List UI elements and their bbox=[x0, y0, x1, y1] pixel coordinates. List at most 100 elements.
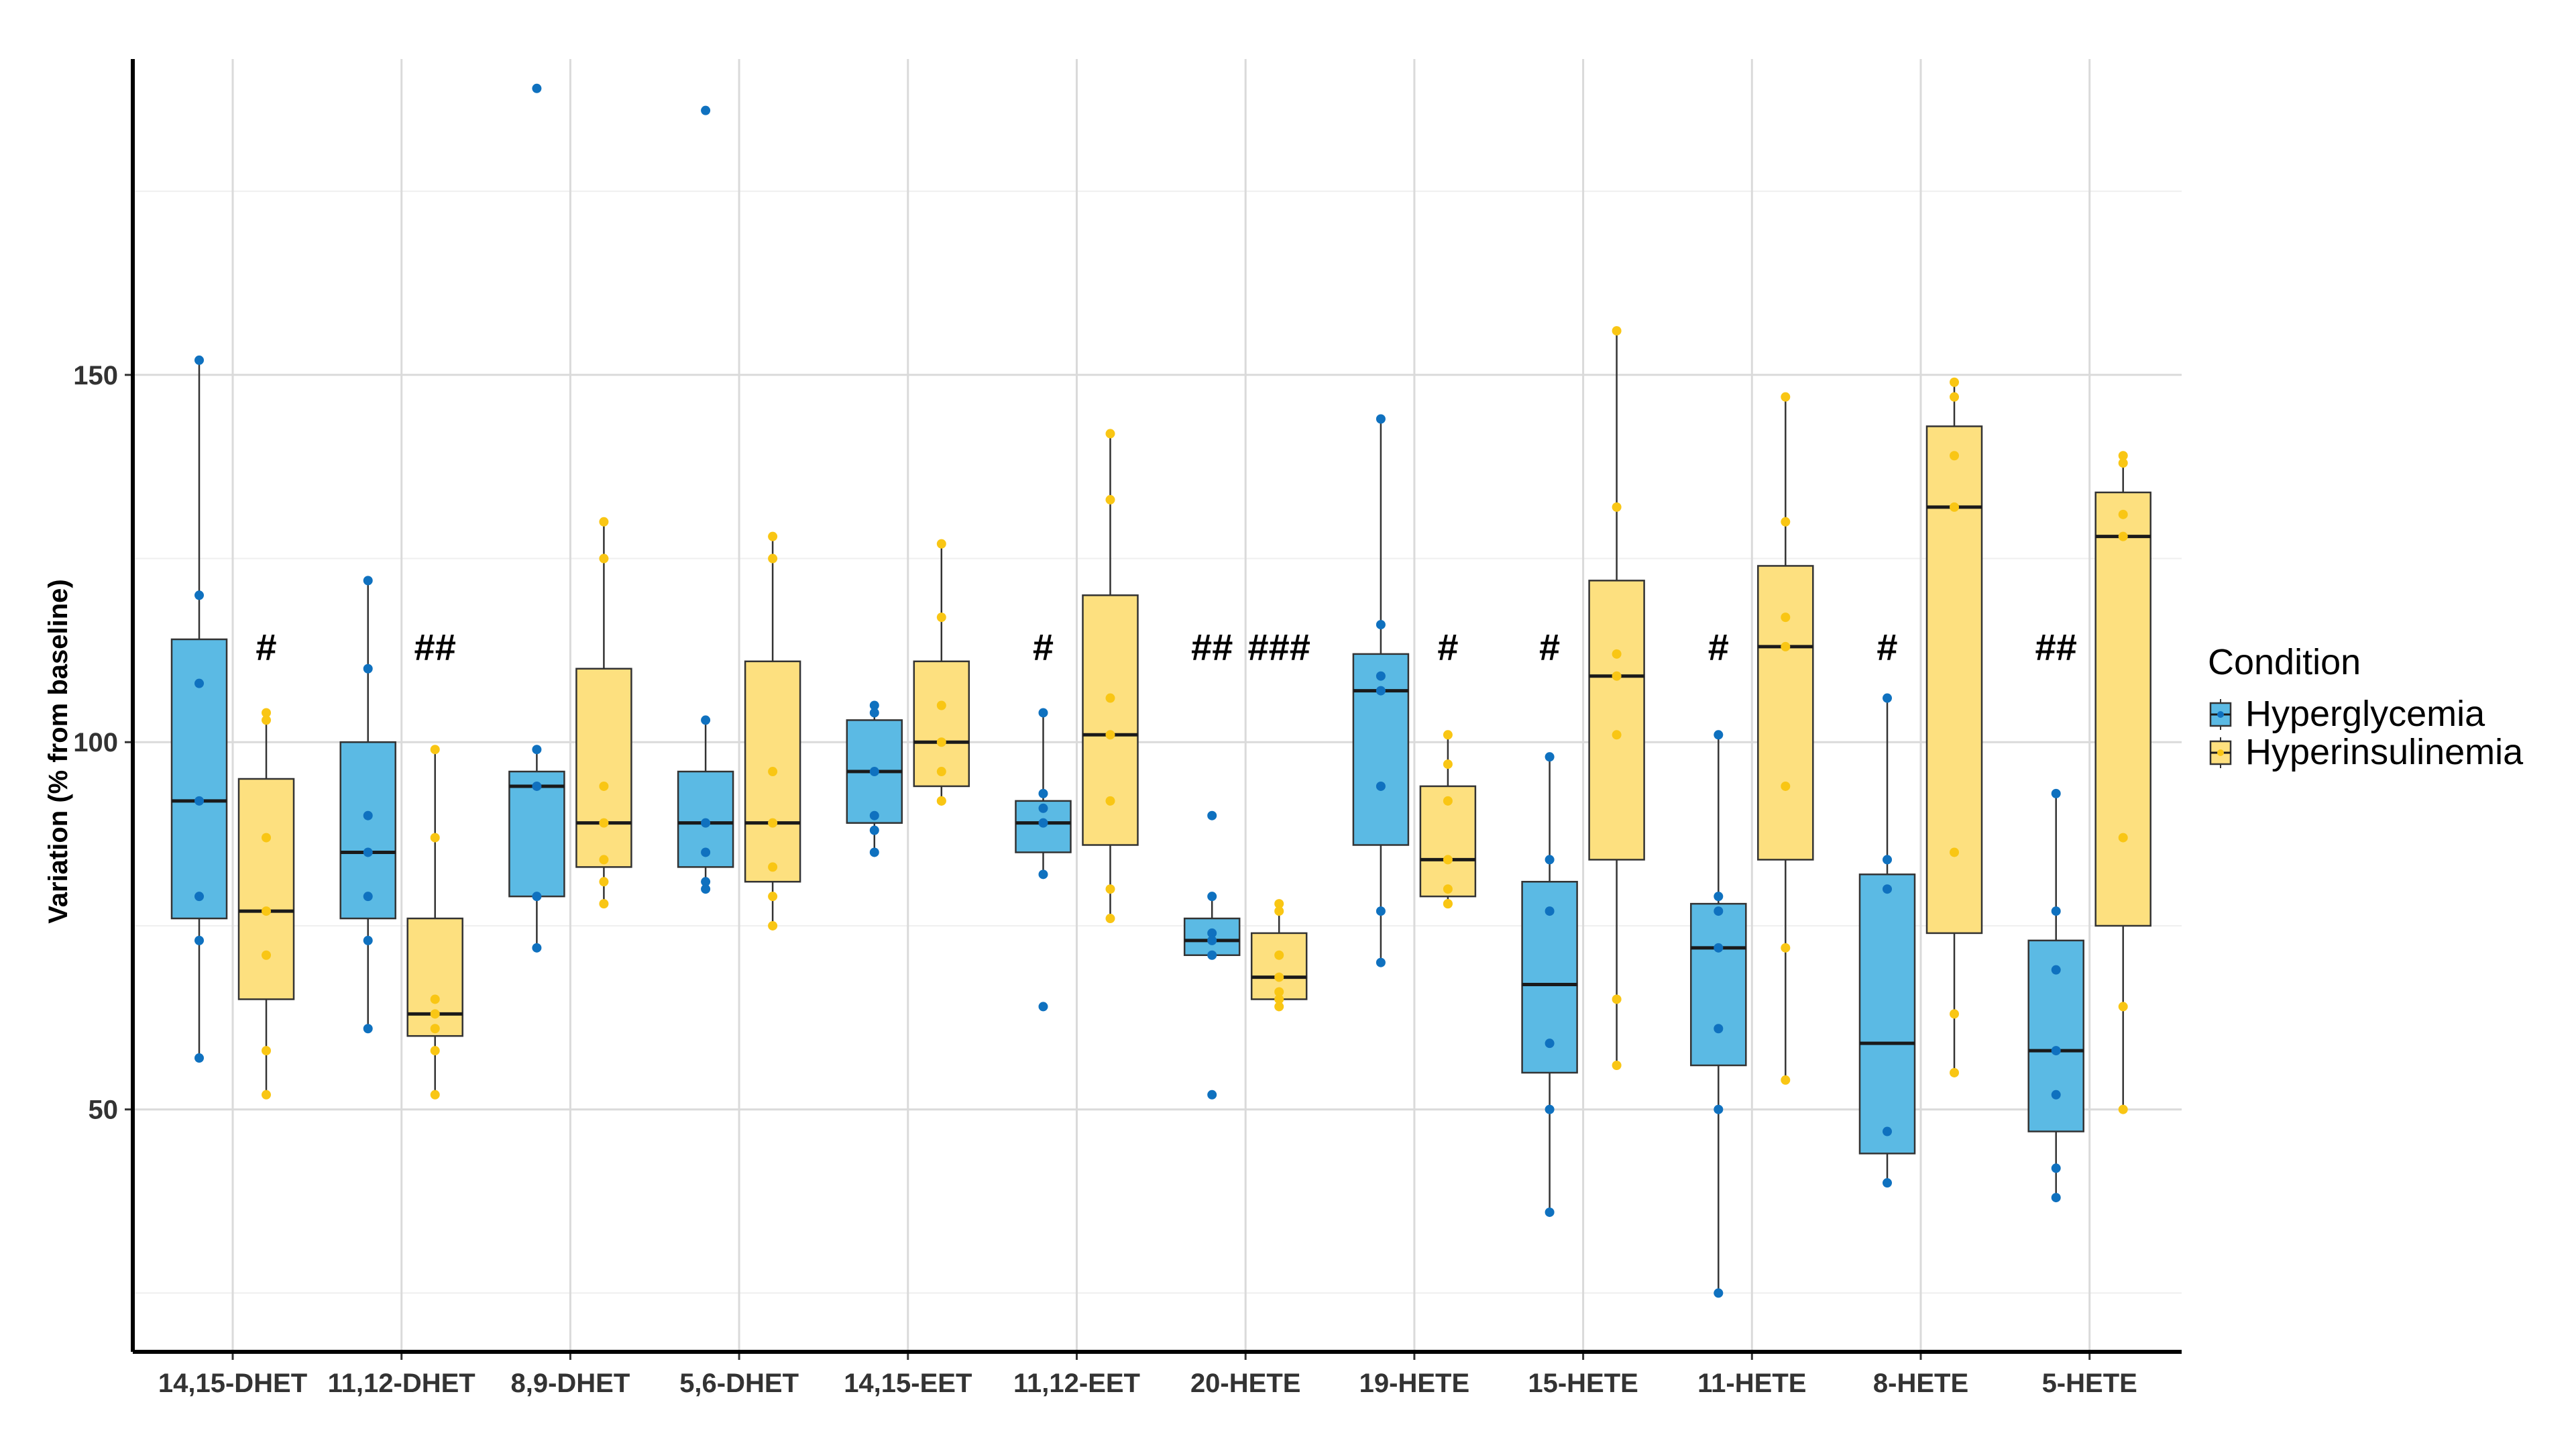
data-point bbox=[1038, 818, 1048, 828]
data-point bbox=[2051, 788, 2061, 798]
x-tick-label: 14,15-EET bbox=[844, 1369, 972, 1398]
data-point bbox=[1105, 884, 1115, 894]
data-point bbox=[1274, 950, 1284, 960]
box bbox=[1858, 873, 1916, 1155]
data-point bbox=[1545, 752, 1555, 762]
x-tick-label: 14,15-DHET bbox=[158, 1369, 307, 1398]
data-point bbox=[1714, 943, 1724, 953]
data-point bbox=[1781, 943, 1791, 953]
data-point bbox=[1105, 429, 1115, 439]
data-point bbox=[1714, 1288, 1724, 1298]
data-point bbox=[768, 531, 778, 541]
data-point bbox=[363, 1024, 373, 1034]
data-point bbox=[1950, 451, 1959, 461]
data-point bbox=[194, 1053, 204, 1063]
data-point bbox=[363, 892, 373, 902]
data-point bbox=[262, 715, 271, 725]
data-point bbox=[869, 847, 879, 857]
data-point bbox=[430, 1009, 440, 1019]
legend-title: Condition bbox=[2208, 642, 2361, 682]
data-point bbox=[1612, 730, 1622, 740]
data-point bbox=[1274, 987, 1284, 997]
data-point bbox=[2051, 1046, 2061, 1056]
data-point bbox=[194, 892, 204, 902]
data-point bbox=[1038, 1002, 1048, 1012]
data-point bbox=[2118, 1002, 2128, 1012]
data-point bbox=[532, 943, 542, 953]
data-point bbox=[1376, 781, 1386, 791]
x-tick-label: 15-HETE bbox=[1528, 1369, 1638, 1398]
data-point bbox=[1443, 730, 1453, 740]
x-tick-label: 11,12-EET bbox=[1013, 1369, 1140, 1398]
x-tick-label: 5-HETE bbox=[2042, 1369, 2137, 1398]
box bbox=[1690, 902, 1747, 1067]
box bbox=[2094, 491, 2151, 927]
data-point bbox=[2118, 833, 2128, 843]
data-point bbox=[430, 745, 440, 755]
data-point bbox=[194, 590, 204, 600]
box bbox=[1757, 565, 1814, 861]
data-point bbox=[701, 877, 711, 887]
y-axis-title: Variation (% from baseline) bbox=[44, 579, 73, 923]
data-point bbox=[1612, 671, 1622, 681]
boxes bbox=[170, 331, 2151, 1293]
data-point bbox=[1376, 620, 1386, 630]
data-point bbox=[1207, 928, 1217, 938]
x-tick-label: 8,9-DHET bbox=[510, 1369, 630, 1398]
data-point bbox=[1376, 957, 1386, 967]
data-point bbox=[1781, 613, 1791, 623]
data-point bbox=[701, 105, 711, 115]
y-tick-label: 100 bbox=[73, 728, 118, 757]
significance-annotations: # ## # ## ### # # # # ## bbox=[256, 626, 2076, 668]
data-point bbox=[1443, 884, 1453, 894]
data-point bbox=[430, 1090, 440, 1100]
data-point bbox=[1781, 392, 1791, 402]
data-point bbox=[768, 818, 778, 828]
data-point bbox=[262, 833, 271, 843]
data-point bbox=[701, 847, 711, 857]
data-point bbox=[768, 892, 778, 902]
data-point bbox=[532, 745, 542, 755]
data-point bbox=[701, 715, 711, 725]
data-point bbox=[363, 664, 373, 674]
legend-label: Hyperinsulinemia bbox=[2245, 732, 2524, 772]
box bbox=[508, 770, 565, 898]
box bbox=[575, 668, 632, 868]
box bbox=[1925, 425, 1983, 935]
data-point bbox=[1207, 1090, 1217, 1100]
data-point bbox=[936, 613, 946, 623]
data-point bbox=[1105, 494, 1115, 505]
data-point bbox=[1105, 693, 1115, 703]
data-point bbox=[936, 767, 946, 777]
data-point bbox=[532, 781, 542, 791]
significance-marker: # bbox=[256, 626, 276, 668]
data-point bbox=[2051, 1163, 2061, 1173]
legend-swatch-point bbox=[2217, 711, 2224, 718]
data-point bbox=[869, 810, 879, 820]
data-point bbox=[599, 553, 609, 564]
data-point bbox=[1612, 502, 1622, 512]
data-point bbox=[1612, 994, 1622, 1004]
data-point bbox=[363, 810, 373, 820]
data-point bbox=[2118, 451, 2128, 461]
data-point bbox=[1038, 803, 1048, 813]
data-point bbox=[1274, 1002, 1284, 1012]
legend-label: Hyperglycemia bbox=[2245, 694, 2485, 734]
y-tick-label: 50 bbox=[89, 1096, 119, 1125]
data-point bbox=[430, 1024, 440, 1034]
data-point bbox=[1443, 899, 1453, 909]
data-point bbox=[2051, 1193, 2061, 1203]
significance-marker: # bbox=[1033, 626, 1054, 668]
data-point bbox=[1376, 414, 1386, 424]
data-point bbox=[936, 700, 946, 710]
significance-marker: ## bbox=[1191, 626, 1233, 668]
data-point bbox=[1443, 855, 1453, 865]
data-point bbox=[1545, 855, 1555, 865]
box bbox=[2027, 939, 2084, 1132]
data-point bbox=[194, 935, 204, 945]
significance-marker: ## bbox=[2035, 626, 2077, 668]
data-point bbox=[2118, 531, 2128, 541]
data-point bbox=[1950, 392, 1959, 402]
